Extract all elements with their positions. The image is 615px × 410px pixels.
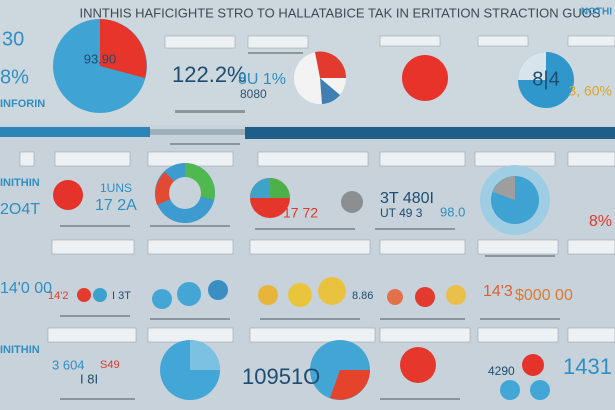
text-lines (60, 52, 560, 400)
stat: 8% (0, 66, 29, 88)
stat: 122.2% (172, 62, 247, 87)
stat: I 8I (80, 371, 98, 386)
decorative-charts (53, 19, 574, 400)
stat: 8% (589, 213, 612, 230)
stat: 14'0 00 (0, 280, 52, 297)
stat: UT 49 3 (380, 206, 423, 220)
stat: S49 (100, 359, 120, 371)
section-bar (245, 127, 615, 139)
stat: NOTHI (581, 7, 612, 18)
section-bar (0, 127, 150, 137)
stat: 8U 1% (238, 71, 286, 88)
stat: 10951O (242, 364, 320, 389)
stat: INITHIN (0, 344, 40, 356)
stat: 1UNS (100, 181, 132, 195)
stat: 98.0 (440, 204, 465, 219)
stat: 3, 60% (568, 83, 612, 99)
stat: INITHIN (0, 177, 40, 189)
stat: 4290 (488, 364, 515, 378)
section-bar (150, 129, 245, 135)
label-boxes (19, 35, 615, 343)
stat: 8080 (240, 87, 267, 101)
stat: I 3T (112, 290, 131, 302)
stat: 93.90 (84, 51, 117, 66)
stat: 14'2 (48, 290, 68, 302)
labels: 30 8% INFORIN 93.90 122.2% 8U 1% 8080 8|… (0, 7, 612, 389)
title: INNTHIS HAFICIGHTE STRO TO HALLATABICE T… (79, 5, 600, 20)
stat: 17 2A (95, 197, 137, 214)
stat: 30 (2, 28, 24, 50)
stat: 2O4T (0, 201, 40, 218)
stat: 8|4 (532, 68, 559, 90)
stat: $000 00 (515, 287, 573, 304)
stat: 1431 (563, 354, 612, 379)
stat: 3 604 (52, 357, 85, 372)
stat: 17 72 (283, 205, 318, 221)
stat: 3T 480I (380, 190, 434, 207)
stat: 14'3 (483, 283, 513, 300)
stat: 8.86 (352, 290, 373, 302)
stat: INFORIN (0, 98, 45, 110)
